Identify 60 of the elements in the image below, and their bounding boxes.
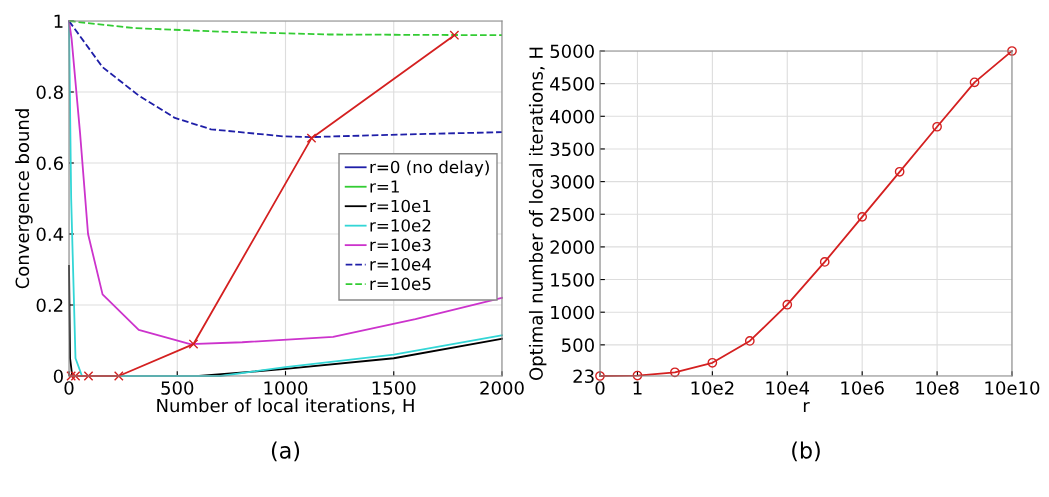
- legend-label: r=10e4: [370, 258, 431, 271]
- y-tick-label: 1500: [551, 273, 594, 287]
- point: [782, 299, 793, 310]
- y-axis-title: Optimal number of local iterations, H: [528, 47, 547, 381]
- legend-label: r=1: [370, 180, 399, 193]
- x-tick-label: 10e6: [841, 381, 884, 395]
- x-tick-label: 1500: [372, 381, 416, 395]
- point: [819, 257, 830, 267]
- point: [1007, 46, 1017, 56]
- y-tick-label: 1000: [551, 305, 594, 320]
- legend-label: r=10e2: [370, 219, 431, 232]
- point: [707, 357, 718, 368]
- x-tick-label: 0: [595, 381, 605, 395]
- x-tick-label: 10e4: [766, 381, 810, 395]
- point: [595, 371, 605, 381]
- x-tick-label: 10e10: [985, 381, 1040, 395]
- point: [66, 371, 77, 381]
- text: (a): [271, 441, 300, 462]
- point: [70, 371, 81, 381]
- legend-label: r=10e3: [370, 238, 431, 252]
- y-tick-label: 3000: [550, 175, 594, 189]
- x-tick-label: 10e8: [916, 381, 959, 395]
- x-tick-label: 0: [64, 381, 74, 395]
- y-tick-label: 0.6: [36, 156, 63, 171]
- y-tick-label: 0: [53, 369, 63, 384]
- x-tick-label: 1: [633, 381, 642, 395]
- legend-label: r=10e5: [370, 277, 431, 291]
- y-tick-label: 500: [562, 338, 594, 352]
- x-tick-label: 500: [161, 381, 194, 395]
- y-tick-label: 4500: [550, 77, 594, 91]
- point: [932, 121, 942, 132]
- y-tick-label: 1: [54, 14, 63, 28]
- point: [744, 336, 755, 346]
- point: [894, 166, 905, 177]
- point: [188, 339, 199, 349]
- y-tick-label: 3500: [550, 142, 594, 157]
- x-tick-label: 2000: [480, 381, 524, 395]
- x-tick-label: 1000: [264, 381, 308, 395]
- y-tick-label: 4000: [550, 109, 594, 124]
- y-tick-label: 0.4: [36, 227, 64, 242]
- y-tick-label: 23: [573, 369, 594, 384]
- point: [449, 30, 460, 41]
- y-tick-label: 5000: [550, 44, 594, 59]
- point: [306, 133, 317, 144]
- point: [632, 370, 643, 381]
- y-axis-title: Convergence bound: [15, 109, 33, 289]
- y-tick-label: 0.2: [36, 298, 63, 313]
- point: [969, 77, 980, 88]
- x-axis-title: Number of local iterations, H: [157, 398, 414, 415]
- x-tick-label: 10e2: [691, 381, 734, 395]
- point: [113, 371, 124, 381]
- y-tick-label: 2000: [550, 240, 594, 255]
- x-axis-title: r: [803, 401, 810, 413]
- point: [857, 212, 868, 222]
- y-tick-label: 2500: [550, 207, 594, 222]
- legend-label: r=10e1: [370, 199, 431, 213]
- y-tick-label: 0.8: [36, 85, 63, 100]
- point: [83, 371, 94, 381]
- text: (b): [792, 441, 820, 462]
- legend-label: r=0 (no delay): [370, 160, 489, 177]
